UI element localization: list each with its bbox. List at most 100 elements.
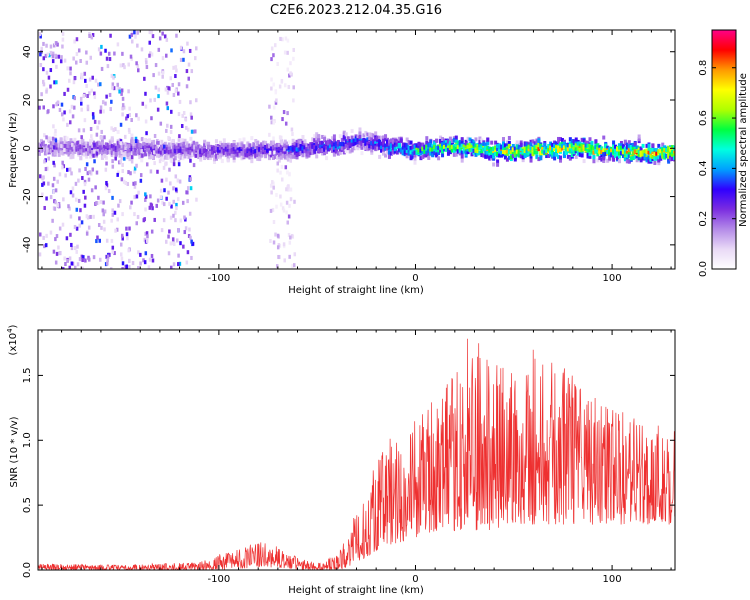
heatmap-cell	[592, 154, 596, 159]
heatmap-cell	[152, 144, 156, 149]
heatmap-cell	[76, 244, 79, 249]
heatmap-cell	[427, 148, 431, 153]
heatmap-cell	[111, 245, 115, 250]
heatmap-cell	[174, 74, 177, 79]
heatmap-cell	[374, 140, 378, 145]
heatmap-cell	[78, 257, 82, 262]
heatmap-cell	[86, 215, 90, 220]
heatmap-cell	[134, 148, 138, 153]
heatmap-cell	[462, 149, 466, 154]
heatmap-cell	[173, 149, 177, 154]
heatmap-cell	[214, 146, 218, 151]
heatmap-cell	[172, 162, 176, 167]
heatmap-cell	[160, 139, 164, 144]
heatmap-cell	[187, 154, 191, 159]
heatmap-cell	[144, 145, 148, 150]
heatmap-cell	[99, 105, 103, 110]
heatmap-cell	[128, 264, 131, 269]
heatmap-cell	[65, 143, 69, 148]
heatmap-cell	[142, 152, 146, 157]
heatmap-cell	[413, 154, 417, 159]
heatmap-cell	[224, 151, 228, 156]
heatmap-cell	[663, 145, 667, 150]
heatmap-cell	[51, 183, 55, 188]
heatmap-cell	[52, 104, 55, 109]
heatmap-cell	[57, 202, 61, 207]
heatmap-cell	[59, 150, 63, 155]
heatmap-cell	[105, 94, 108, 99]
heatmap-cell	[277, 143, 281, 148]
heatmap-cell	[169, 141, 173, 146]
heatmap-cell	[63, 140, 67, 145]
heatmap-cell	[248, 143, 252, 148]
heatmap-cell	[175, 238, 179, 243]
heatmap-cell	[269, 150, 273, 155]
heatmap-cell	[421, 147, 425, 152]
heatmap-cell	[598, 145, 602, 150]
heatmap-cell	[128, 34, 132, 39]
heatmap-cell	[275, 148, 279, 153]
heatmap-cell	[360, 151, 364, 156]
heatmap-cells	[38, 30, 675, 269]
heatmap-cell	[51, 54, 55, 59]
heatmap-cell	[490, 154, 494, 159]
heatmap-cell	[73, 265, 77, 269]
heatmap-cell	[407, 151, 411, 156]
heatmap-cell	[87, 151, 91, 156]
heatmap-cell	[321, 143, 325, 148]
heatmap-cell	[382, 149, 386, 154]
heatmap-cell	[46, 148, 49, 153]
heatmap-cell	[62, 164, 66, 169]
heatmap-cell	[486, 145, 490, 150]
heatmap-cell	[286, 38, 290, 43]
heatmap-cell	[602, 156, 606, 161]
heatmap-cell	[645, 157, 649, 162]
heatmap-cell	[659, 146, 663, 151]
heatmap-cell	[590, 147, 594, 152]
heatmap-cell	[549, 152, 553, 157]
heatmap-cell	[264, 147, 268, 152]
heatmap-cell	[417, 146, 421, 151]
heatmap-cell	[507, 150, 511, 155]
heatmap-cell	[116, 141, 120, 146]
heatmap-cell	[63, 138, 67, 143]
heatmap-cell	[421, 154, 425, 159]
heatmap-cell	[203, 149, 207, 154]
heatmap-cell	[127, 89, 130, 94]
heatmap-cell	[370, 141, 374, 146]
heatmap-cell	[321, 151, 325, 156]
heatmap-cell	[139, 252, 142, 257]
heatmap-cell	[159, 121, 163, 126]
heatmap-cell	[195, 46, 198, 51]
heatmap-cell	[323, 136, 327, 141]
heatmap-cell	[97, 47, 101, 52]
heatmap-cell	[90, 35, 94, 40]
heatmap-cell	[187, 144, 191, 149]
heatmap-cell	[179, 45, 183, 50]
heatmap-cell	[203, 143, 207, 148]
heatmap-cell	[368, 143, 372, 148]
heatmap-cell	[113, 251, 116, 256]
heatmap-cell	[185, 260, 189, 265]
heatmap-cell	[179, 218, 183, 223]
heatmap-cell	[270, 86, 273, 91]
heatmap-cell	[129, 171, 132, 176]
heatmap-cell	[169, 181, 172, 186]
heatmap-cell	[334, 145, 338, 150]
heatmap-cell	[98, 238, 102, 243]
heatmap-cell	[71, 186, 75, 191]
heatmap-cell	[113, 210, 117, 215]
heatmap-cell	[246, 153, 250, 158]
heatmap-cell	[659, 149, 663, 154]
heatmap-cell	[40, 92, 43, 97]
heatmap-cell	[293, 199, 296, 204]
heatmap-cell	[274, 232, 277, 237]
heatmap-cell	[119, 122, 123, 127]
colorbar-tick-label: 0.4	[698, 160, 709, 176]
heatmap-cell	[651, 143, 655, 148]
heatmap-cell	[179, 152, 183, 157]
heatmap-cell	[364, 130, 368, 135]
heatmap-cell	[250, 155, 254, 160]
heatmap-cell	[627, 145, 631, 150]
